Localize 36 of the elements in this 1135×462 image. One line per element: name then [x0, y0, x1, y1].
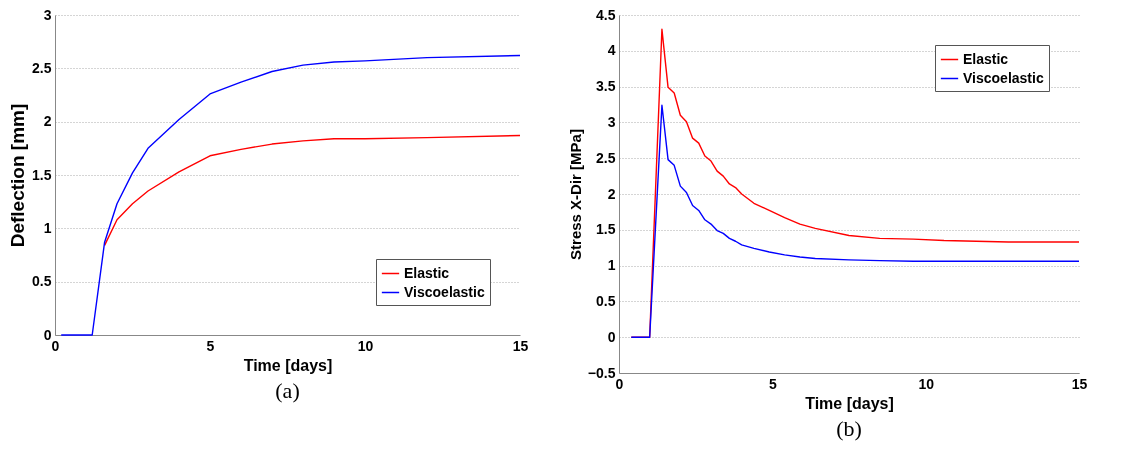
y-tick-label: 1 [43, 219, 52, 236]
y-tick-label: 1 [607, 257, 616, 274]
legend-label: Viscoelastic [963, 69, 1044, 86]
x-tick-label: 15 [1071, 375, 1088, 392]
x-axis-title: Time [days] [805, 394, 894, 412]
x-tick-label: 5 [206, 337, 215, 354]
y-tick-label: 0.5 [596, 292, 616, 309]
y-tick-label: 4 [607, 42, 616, 59]
y-tick-label: 1.5 [596, 221, 616, 238]
y-tick-label: 3.5 [596, 78, 616, 95]
line-series [60, 54, 521, 336]
y-tick-label: 2.5 [32, 59, 52, 76]
y-tick-label: 2 [607, 185, 616, 202]
y-tick-label: 4.5 [596, 6, 616, 23]
y-tick-label: 0.5 [32, 273, 52, 290]
y-tick-label: 2 [43, 113, 52, 130]
x-tick-label: 5 [768, 375, 777, 392]
x-tick-label: 15 [512, 337, 529, 354]
legend-label: Viscoelastic [404, 283, 485, 300]
y-tick-label: 1.5 [32, 166, 52, 183]
x-tick-label: 10 [357, 337, 374, 354]
x-axis-title: Time [days] [243, 356, 333, 374]
text: (b) [836, 416, 862, 441]
y-tick-label: 0 [43, 326, 52, 343]
y-tick-label: 3 [43, 6, 52, 23]
text: (a) [275, 378, 300, 403]
x-tick-label: 10 [918, 375, 935, 392]
y-tick-label: 3 [607, 113, 616, 130]
legend-label: Elastic [963, 50, 1009, 67]
legend-label: Elastic [404, 264, 450, 281]
y-tick-label: −0.5 [587, 364, 616, 381]
line-series [630, 104, 1080, 338]
y-tick-label: 2.5 [596, 149, 616, 166]
y-axis-title: Stress X-Dir [MPa] [566, 129, 584, 260]
line-series [103, 134, 521, 247]
y-axis-title: Deflection [mm] [7, 103, 29, 248]
